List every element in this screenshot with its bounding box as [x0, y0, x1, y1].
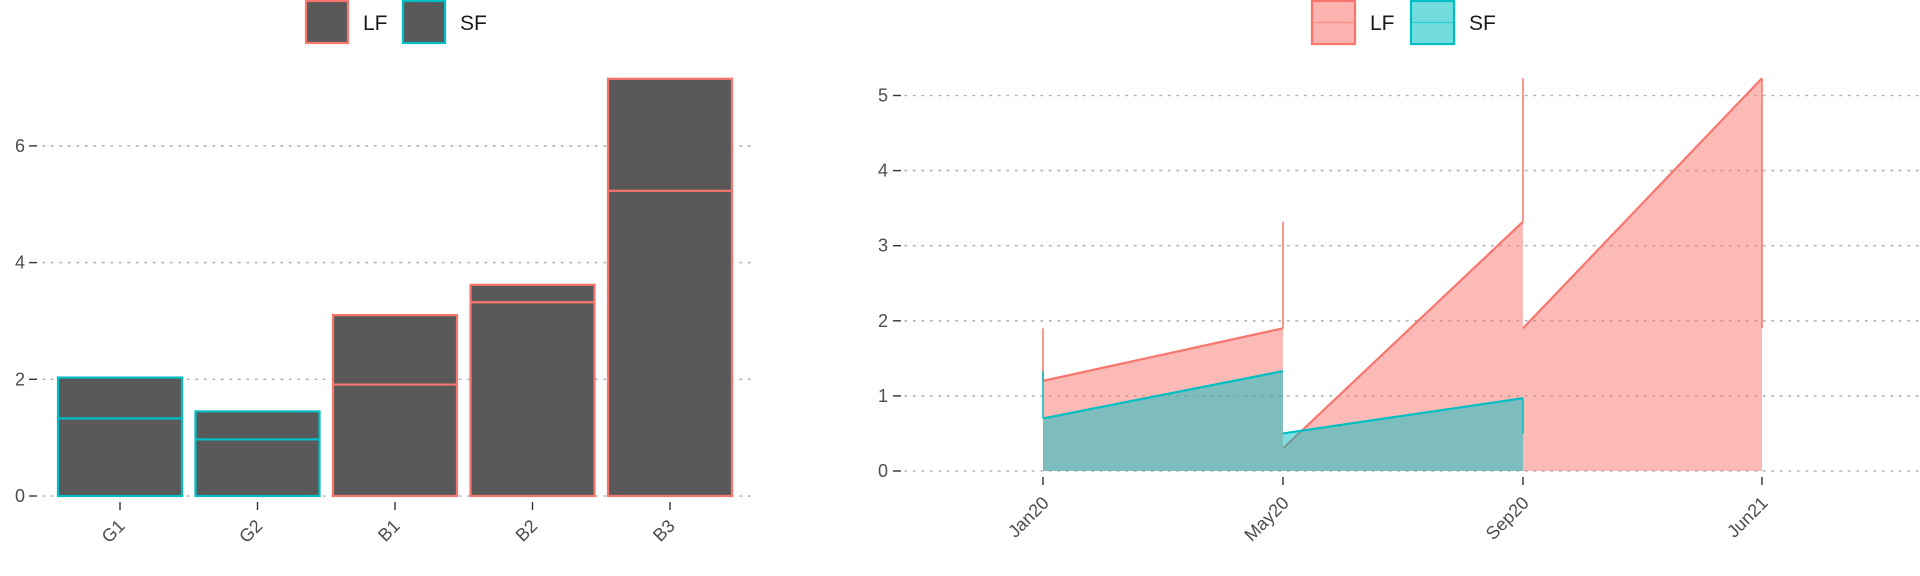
- x-tick-label: Jan20: [1004, 493, 1053, 542]
- line-lf-segment: [1522, 77, 1763, 330]
- area-chart-panel: LF SF 0 1 2 3 4 5 Jan20 May20 Sep20 Jun21: [878, 0, 1920, 545]
- legend-label-sf: SF: [460, 12, 487, 35]
- y-tick-label: 2: [878, 311, 888, 331]
- y-tick-label: 6: [15, 136, 25, 156]
- legend-key-sf-area: [1409, 0, 1456, 46]
- area-chart-y-axis: 0 1 2 3 4 5: [878, 86, 901, 481]
- line-lf-segment: [1042, 327, 1284, 382]
- bar-chart-x-axis: G1 G2 B1 B2 B3: [98, 502, 679, 547]
- bar-chart-bars: [56, 77, 734, 498]
- area-chart-x-axis: Jan20 May20 Sep20 Jun21: [1004, 477, 1772, 545]
- x-tick-label: G1: [98, 516, 129, 547]
- y-tick-label: 0: [878, 461, 888, 481]
- x-tick-label: B1: [374, 516, 404, 546]
- legend-label-lf-area: LF: [1370, 12, 1395, 35]
- area-sf-segment: [1043, 371, 1283, 471]
- bar-chart-y-axis: 0 2 4 6: [15, 136, 37, 506]
- bar-chart-panel: LF SF 0 2 4 6 G1 G2 B1 B2 B3: [15, 0, 756, 547]
- y-tick-label: 4: [15, 253, 25, 273]
- y-tick-label: 1: [878, 386, 888, 406]
- bar-b2: [469, 283, 596, 498]
- x-tick-label: B3: [649, 516, 679, 546]
- x-tick-label: B2: [512, 516, 542, 546]
- y-tick-label: 3: [878, 236, 888, 256]
- line-lf-segment: [1282, 220, 1524, 450]
- area-chart-areas: [1042, 77, 1763, 472]
- y-tick-label: 4: [878, 161, 888, 181]
- legend-label-lf: LF: [363, 12, 388, 35]
- area-chart-legend: LF SF: [1310, 0, 1496, 46]
- legend-key-lf-area: [1310, 0, 1357, 46]
- y-tick-label: 0: [15, 486, 25, 506]
- bar-g1: [56, 376, 184, 498]
- legend-key-sf: [401, 0, 447, 45]
- y-tick-label: 5: [878, 86, 888, 106]
- x-tick-label: Sep20: [1482, 493, 1533, 544]
- line-sf-segment: [1282, 397, 1524, 435]
- bar-b3: [606, 77, 734, 498]
- y-tick-label: 2: [15, 369, 25, 389]
- legend-label-sf-area: SF: [1469, 12, 1496, 35]
- x-tick-label: May20: [1240, 493, 1292, 545]
- x-tick-label: Jun21: [1723, 493, 1772, 542]
- bar-b1: [331, 314, 459, 498]
- area-sf-segment: [1283, 398, 1523, 471]
- area-lf-segment: [1523, 78, 1762, 472]
- x-tick-label: G2: [235, 516, 266, 547]
- bar-g2: [194, 410, 321, 498]
- line-sf-segment: [1042, 370, 1284, 420]
- legend-key-lf: [304, 0, 350, 45]
- bar-chart-legend: LF SF: [304, 0, 487, 45]
